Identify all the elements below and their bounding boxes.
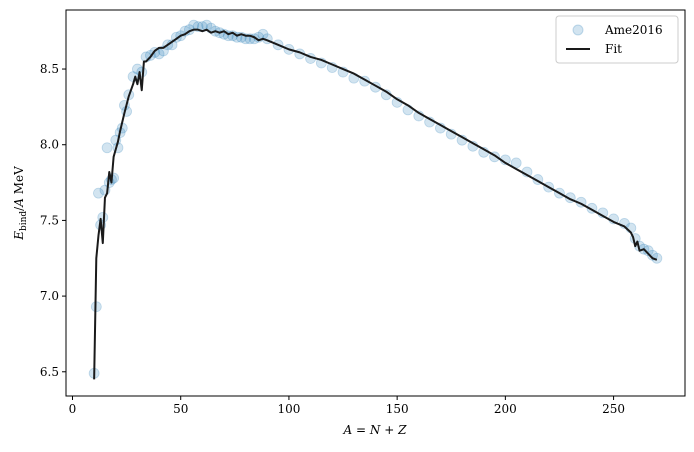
scatter-point xyxy=(93,187,104,199)
legend: Ame2016 Fit xyxy=(555,15,679,64)
fit-layer xyxy=(93,28,658,380)
y-axis-label: Ebind/A MeV xyxy=(12,166,29,241)
scatter-point xyxy=(101,142,113,154)
scatter-point xyxy=(642,245,654,257)
x-tick-label: 100 xyxy=(277,402,300,416)
y-axis-ticks: 6.5 7.0 7.5 8.0 8.5 xyxy=(40,62,66,379)
x-axis-ticks: 0 50 100 150 200 250 xyxy=(69,396,625,416)
x-tick-label: 250 xyxy=(602,402,625,416)
y-tick-label: 6.5 xyxy=(40,365,59,379)
legend-marker-ame2016 xyxy=(572,24,584,36)
x-tick-label: 50 xyxy=(173,402,188,416)
x-tick-label: 150 xyxy=(386,402,409,416)
x-tick-label: 200 xyxy=(494,402,517,416)
fit-line xyxy=(93,28,658,380)
y-tick-label: 8.5 xyxy=(40,62,59,76)
y-tick-label: 7.0 xyxy=(40,289,59,303)
scatter-point xyxy=(97,211,109,223)
plot-background xyxy=(66,10,685,396)
legend-label-fit: Fit xyxy=(605,42,622,56)
scatter-point xyxy=(647,249,658,261)
y-tick-label: 8.0 xyxy=(40,138,59,152)
legend-label-ame2016: Ame2016 xyxy=(604,23,663,37)
x-axis-label: A = N + Z xyxy=(343,423,408,437)
plot-frame xyxy=(65,9,686,397)
y-tick-label: 7.5 xyxy=(40,213,59,227)
x-tick-label: 0 xyxy=(69,402,77,416)
legend-frame xyxy=(555,15,679,64)
